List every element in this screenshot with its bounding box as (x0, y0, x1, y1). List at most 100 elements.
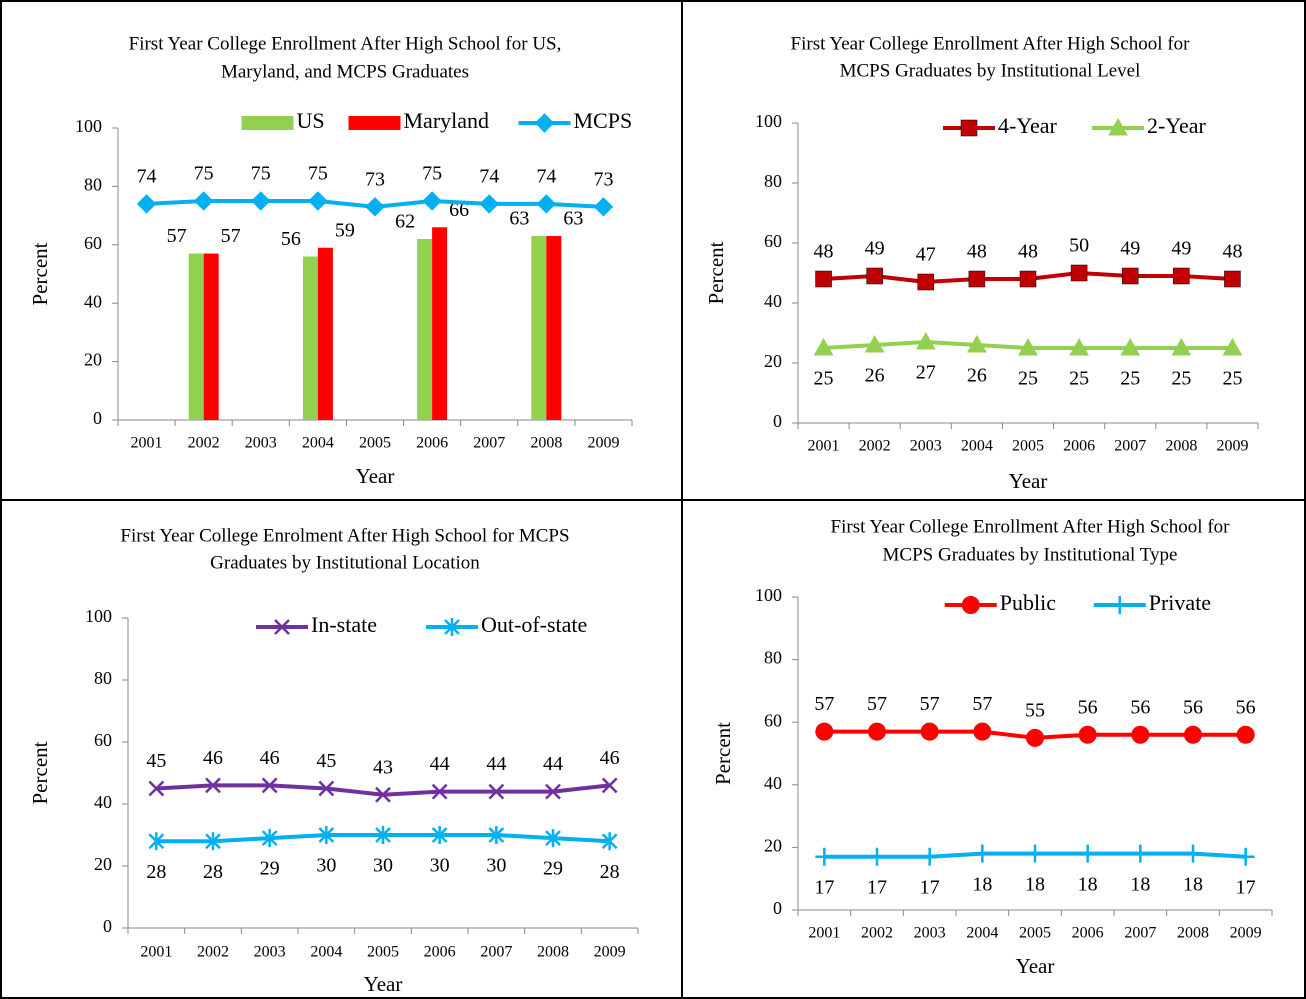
y-tick-label: 100 (75, 116, 102, 136)
y-tick-label: 0 (93, 408, 102, 428)
data-label: 29 (260, 858, 280, 880)
marker (251, 191, 271, 211)
marker (148, 832, 165, 851)
x-tick-label: 2006 (1063, 438, 1095, 455)
marker (1018, 337, 1038, 356)
y-tick-label: 80 (94, 668, 112, 688)
marker (920, 847, 939, 866)
x-tick-label: 2004 (966, 925, 998, 942)
data-label: 75 (422, 163, 442, 185)
y-tick-label: 0 (773, 411, 782, 431)
marker (375, 826, 391, 844)
marker (967, 334, 987, 353)
data-label: 63 (563, 208, 583, 230)
marker (815, 270, 832, 288)
bar (417, 238, 433, 420)
marker (193, 191, 214, 211)
x-axis-label: Year (364, 972, 403, 996)
marker (1026, 844, 1044, 863)
data-label: 45 (316, 750, 336, 772)
bar (302, 256, 318, 420)
y-tick-label: 60 (94, 730, 112, 750)
data-label: 49 (865, 238, 885, 260)
x-tick-label: 2006 (416, 435, 448, 452)
chart-title: First Year College Enrolment After High … (120, 525, 569, 546)
y-tick-label: 80 (84, 175, 102, 195)
marker (1173, 267, 1190, 285)
x-tick-label: 2003 (245, 435, 277, 452)
y-tick-label: 40 (94, 792, 112, 812)
marker (1019, 270, 1037, 288)
x-tick-label: 2001 (808, 925, 840, 942)
legend-label: Private (1149, 590, 1211, 615)
legend-label: 4-Year (998, 113, 1058, 138)
legend-marker (961, 596, 980, 614)
data-label: 18 (1130, 873, 1150, 895)
data-label: 25 (1171, 368, 1191, 390)
data-label: 25 (1120, 368, 1140, 390)
marker (318, 826, 335, 844)
bar (546, 236, 562, 420)
data-label: 50 (1069, 235, 1089, 257)
marker (593, 197, 614, 217)
marker (864, 334, 885, 353)
marker (915, 331, 936, 350)
legend-label: MCPS (574, 108, 633, 133)
y-axis-label: Percent (28, 741, 52, 804)
data-label: 28 (600, 861, 620, 883)
data-label: 17 (867, 876, 887, 898)
y-tick-label: 100 (755, 585, 782, 605)
chart-title: Maryland, and MCPS Graduates (221, 61, 469, 82)
marker (1121, 267, 1139, 285)
data-label: 25 (1222, 368, 1242, 390)
legend-marker (1108, 117, 1128, 136)
x-tick-label: 2007 (1114, 438, 1146, 455)
marker (375, 786, 391, 803)
marker (815, 722, 834, 741)
x-tick-label: 2005 (1019, 925, 1051, 942)
x-axis-label: Year (1009, 469, 1048, 493)
bar (432, 227, 448, 420)
data-label: 45 (146, 750, 166, 772)
y-tick-label: 80 (764, 648, 782, 668)
x-tick-label: 2005 (367, 944, 399, 961)
y-tick-label: 40 (764, 291, 782, 311)
x-tick-label: 2001 (808, 438, 840, 455)
x-tick-label: 2001 (140, 944, 172, 961)
legend-marker (960, 119, 978, 137)
x-tick-label: 2009 (1230, 925, 1262, 942)
data-label: 75 (251, 163, 271, 185)
data-label: 74 (137, 166, 157, 188)
data-label: 29 (543, 858, 563, 880)
data-label: 17 (920, 876, 940, 898)
data-label: 44 (543, 753, 563, 775)
x-tick-label: 2007 (480, 944, 512, 961)
legend-marker (534, 113, 555, 133)
marker (488, 783, 505, 800)
marker (920, 722, 939, 741)
data-label: 56 (1078, 696, 1098, 718)
y-tick-label: 100 (85, 606, 112, 626)
legend-marker (1110, 596, 1129, 614)
marker (973, 844, 992, 863)
chart-title: MCPS Graduates by Institutional Type (883, 544, 1178, 565)
y-tick-label: 80 (764, 171, 782, 191)
marker (1236, 847, 1255, 866)
data-label: 26 (865, 365, 885, 387)
y-axis-label: Percent (704, 241, 728, 304)
marker (536, 194, 557, 214)
x-tick-label: 2004 (310, 944, 342, 961)
y-tick-label: 20 (764, 351, 782, 371)
data-label: 18 (1078, 873, 1098, 895)
marker (1026, 728, 1044, 747)
marker (136, 194, 157, 214)
data-label: 18 (972, 873, 992, 895)
marker (318, 780, 335, 797)
chart-title: First Year College Enrollment After High… (831, 516, 1231, 537)
data-label: 56 (1130, 696, 1150, 718)
data-label: 63 (509, 208, 529, 230)
data-label: 73 (593, 168, 613, 190)
marker (1184, 844, 1202, 863)
x-tick-label: 2002 (197, 944, 229, 961)
x-tick-label: 2001 (131, 435, 163, 452)
